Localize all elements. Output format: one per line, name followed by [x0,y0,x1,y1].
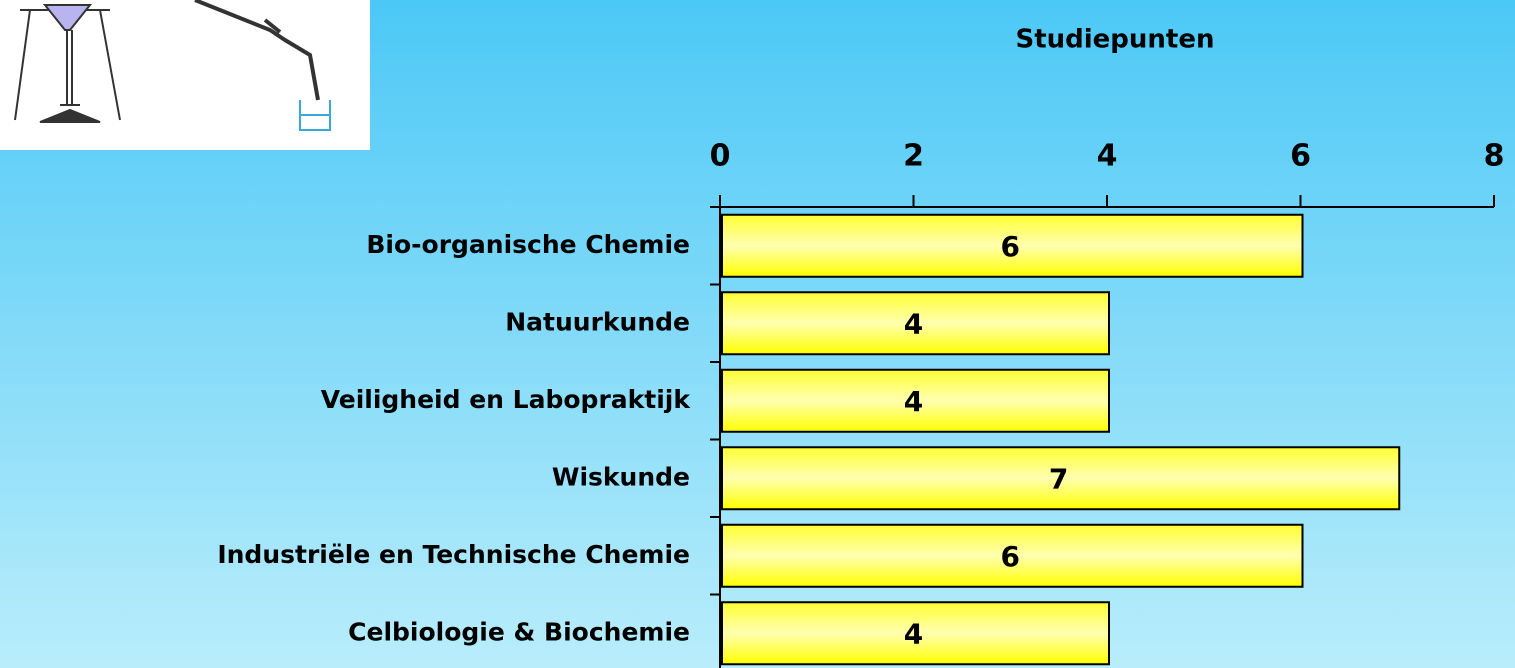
value-label: 4 [904,385,923,418]
category-label: Wiskunde [552,462,690,491]
bar [721,523,1304,588]
x-tick-label: 8 [1484,139,1505,174]
category-label: Industriële en Technische Chemie [217,540,690,569]
illustration [0,0,370,150]
value-label: 7 [1049,462,1068,495]
value-label: 4 [904,617,923,650]
value-label: 4 [904,307,923,340]
category-label: Celbiologie & Biochemie [348,617,690,646]
x-tick-label: 0 [710,139,731,174]
bar [721,291,1110,356]
bar [721,368,1110,433]
category-label: Bio-organische Chemie [366,230,690,259]
bar [721,601,1110,666]
axis-title: Studiepunten [1015,25,1214,55]
category-label: Veiligheid en Labopraktijk [321,385,692,414]
value-label: 6 [1001,540,1020,573]
x-tick-label: 6 [1290,139,1311,174]
x-tick-label: 4 [1097,139,1118,174]
value-label: 6 [1001,230,1020,263]
category-label: Natuurkunde [505,307,690,336]
x-tick-label: 2 [903,139,924,174]
bar [721,446,1401,511]
bar [721,213,1304,278]
